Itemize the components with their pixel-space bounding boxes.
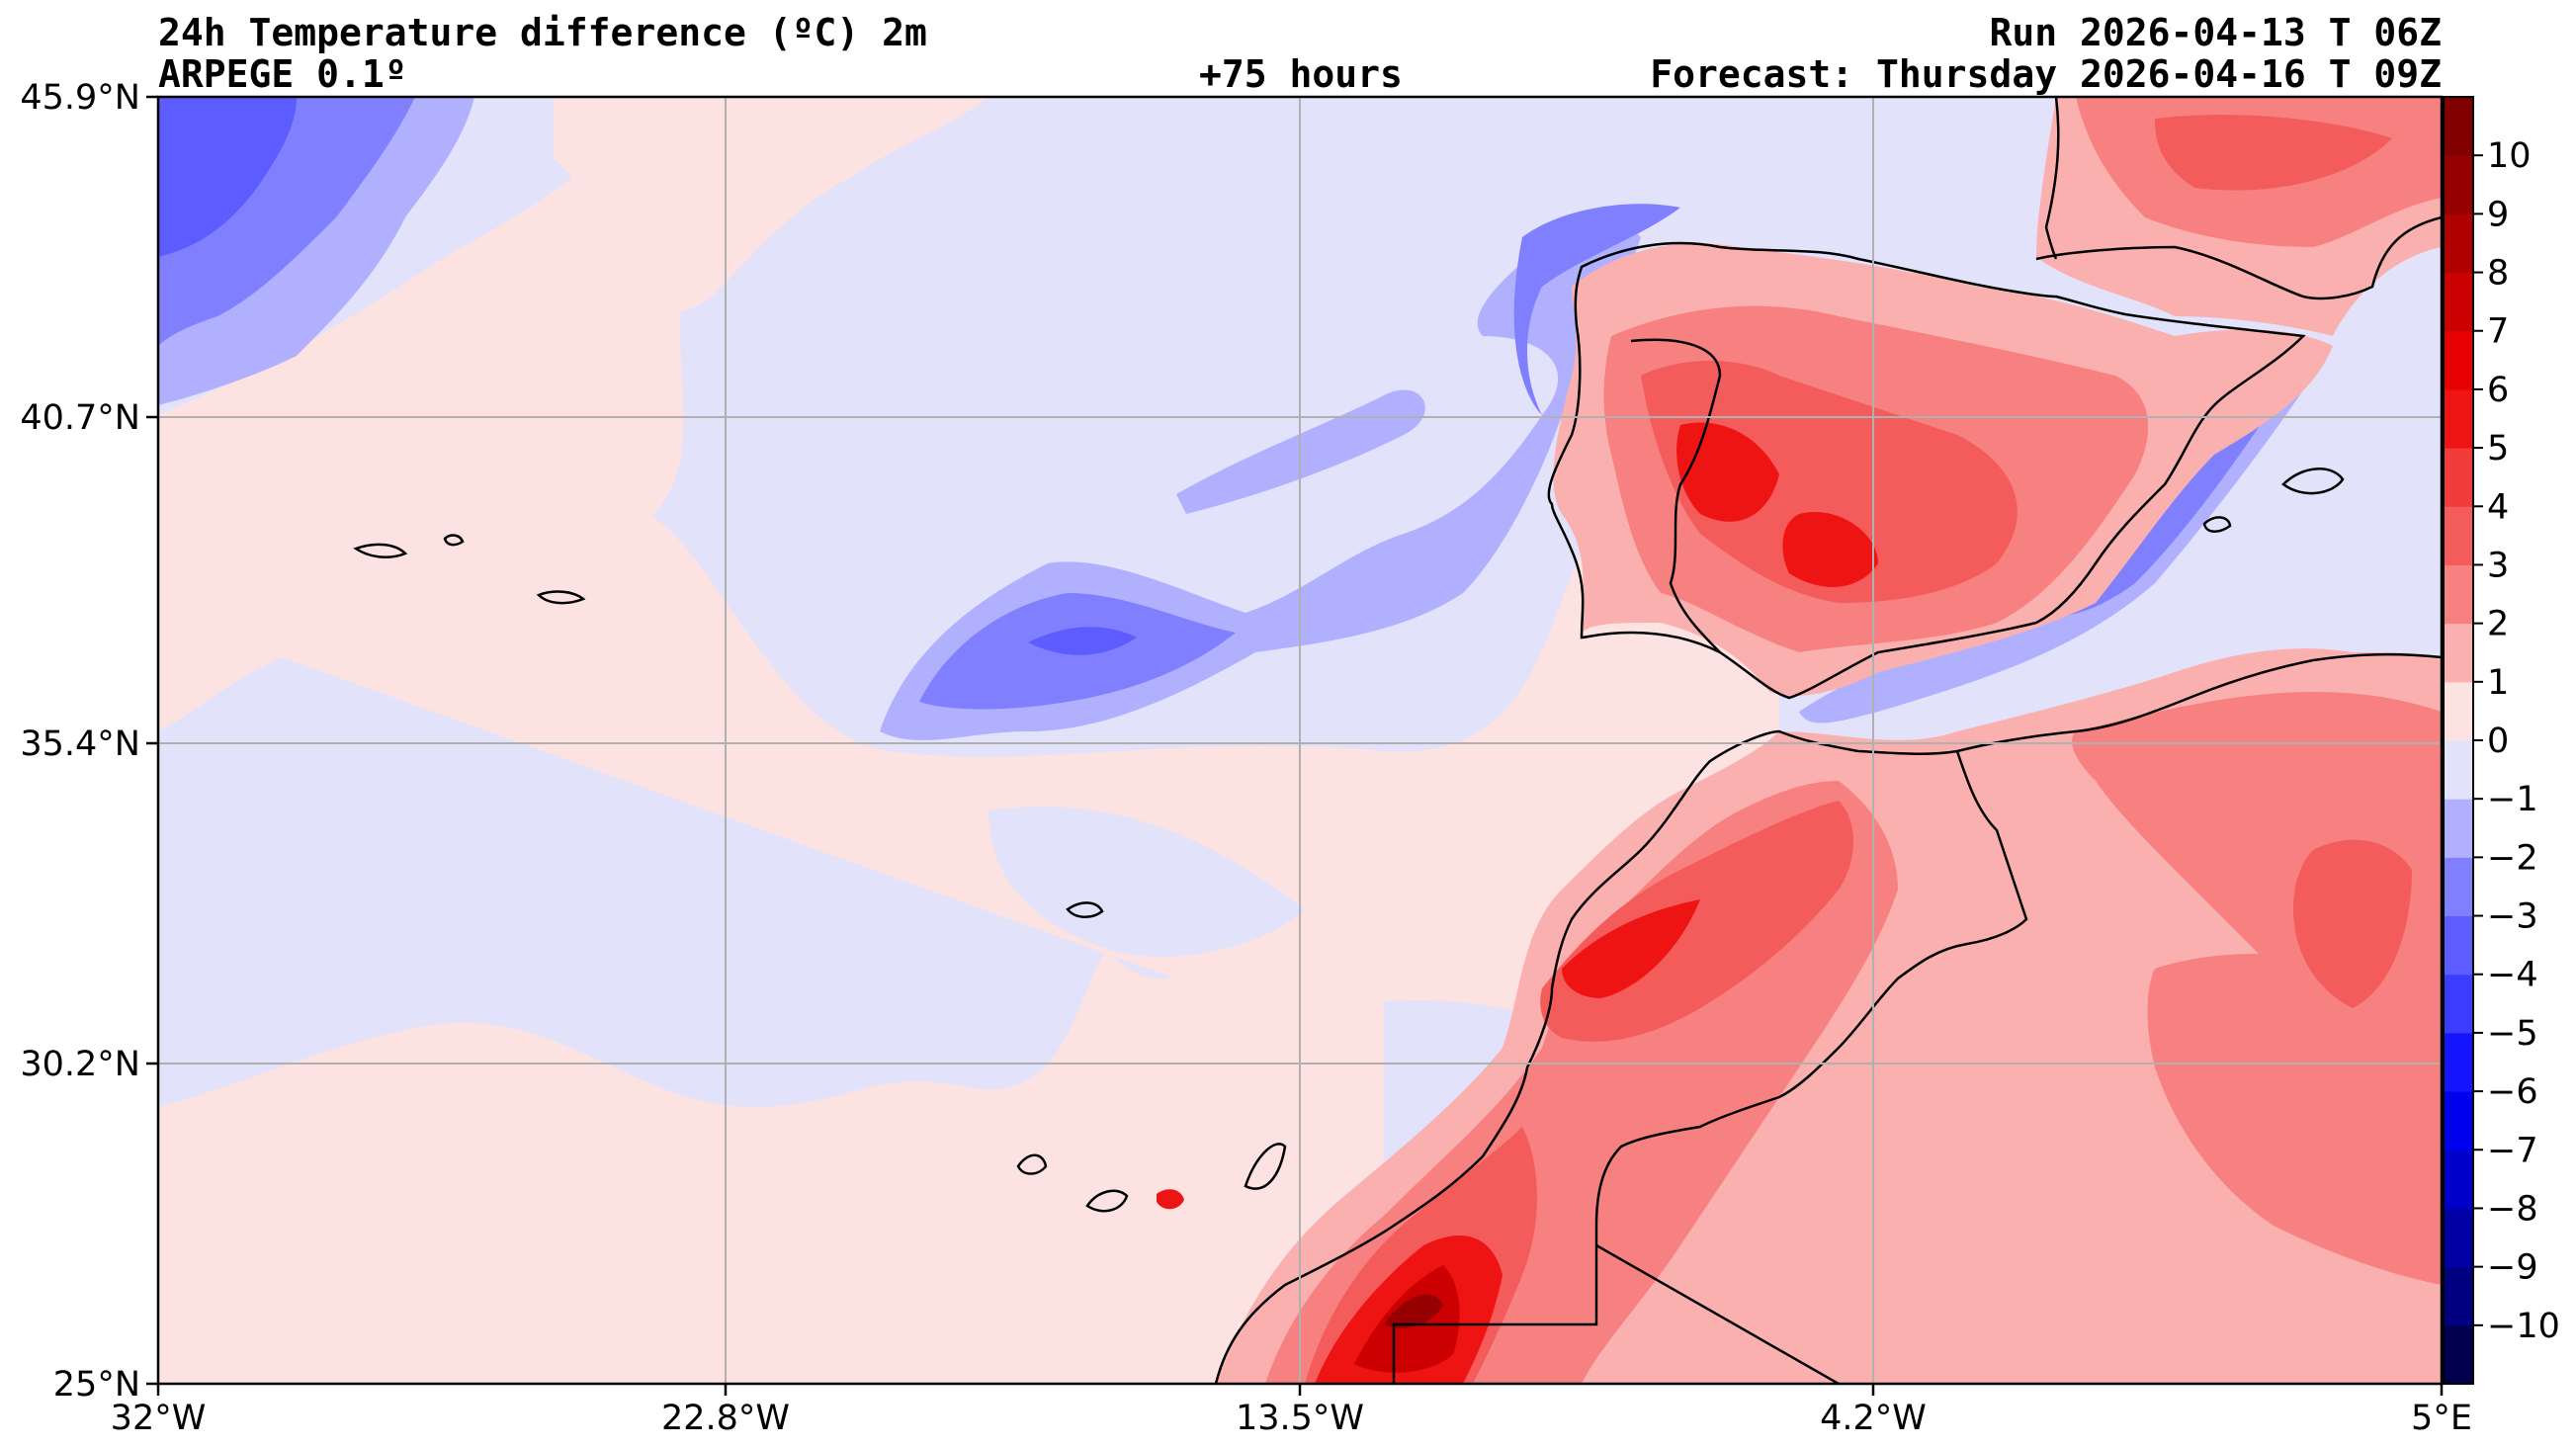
lat-label-35-4: 35.4°N <box>20 724 140 764</box>
colorbar-segment <box>2444 799 2473 858</box>
cold-blob-nw-3 <box>158 97 297 257</box>
colorbar-segment <box>2444 564 2473 625</box>
colorbar-segment <box>2444 740 2473 800</box>
lon-label-13-5w: 13.5°W <box>1236 1399 1364 1438</box>
colorbar <box>2443 96 2474 1385</box>
ocean-warm-west <box>158 97 771 731</box>
colorbar-segment <box>2444 388 2473 449</box>
colorbar-label: −9 <box>2487 1248 2538 1288</box>
coast-balearic <box>2202 468 2345 533</box>
iberia-warm-4 <box>1676 422 1779 522</box>
colorbar-label: −10 <box>2487 1307 2560 1346</box>
canary-warm <box>1157 1189 1184 1210</box>
colorbar-label: 7 <box>2487 312 2509 352</box>
border-portugal <box>1630 338 1722 653</box>
lon-label-5e: 5°E <box>2411 1399 2472 1438</box>
colorbar-segment <box>2444 915 2473 976</box>
graticule <box>158 97 2442 1384</box>
colorbar-label: −8 <box>2487 1189 2538 1229</box>
colorbar-segment <box>2444 857 2473 917</box>
ocean-cool-strip <box>988 807 1305 957</box>
coast-africa <box>1214 652 2442 1384</box>
colorbar-segment <box>2444 1150 2473 1209</box>
colorbar-label: −1 <box>2487 780 2538 819</box>
map-field <box>158 97 2442 1384</box>
colorbar-segment <box>2444 1324 2473 1385</box>
africa-warm-8 <box>1384 1294 1443 1328</box>
colorbar-label: −2 <box>2487 838 2538 878</box>
colorbar-segment <box>2444 97 2473 156</box>
colorbar-label: −3 <box>2487 897 2538 937</box>
lon-label-32w: 32°W <box>111 1399 207 1438</box>
colorbar-segment <box>2444 1032 2473 1092</box>
coast-canary-2 <box>1244 1143 1287 1190</box>
colorbar-label: −5 <box>2487 1014 2538 1054</box>
colorbar-label: −4 <box>2487 956 2538 995</box>
colorbar-segment <box>2444 1266 2473 1326</box>
lon-label-4-2w: 4.2°W <box>1820 1399 1927 1438</box>
lat-label-40-7: 40.7°N <box>20 398 140 438</box>
coast-azores-1 <box>536 590 586 605</box>
lat-label-30-2: 30.2°N <box>20 1045 140 1084</box>
colorbar-label: 9 <box>2487 195 2509 234</box>
forecast-time: Forecast: Thursday 2026-04-16 T 09Z <box>1650 52 2442 96</box>
lead-time: +75 hours <box>1199 52 1403 96</box>
colorbar-segment <box>2444 974 2473 1034</box>
colorbar-segment <box>2444 1091 2473 1150</box>
colorbar-segment <box>2444 448 2473 507</box>
coast-azores-3 <box>443 534 465 547</box>
colorbar-label: 3 <box>2487 546 2509 585</box>
model-name: ARPEGE 0.1º <box>158 52 407 96</box>
colorbar-label: 0 <box>2487 722 2509 761</box>
colorbar-segment <box>2444 213 2473 274</box>
cold-coast-north <box>1513 204 1680 415</box>
run-time: Run 2026-04-13 T 06Z <box>1989 11 2442 54</box>
lat-label-25: 25°N <box>53 1365 140 1405</box>
colorbar-label: 2 <box>2487 605 2509 644</box>
colorbar-label: 4 <box>2487 487 2509 527</box>
colorbar-segment <box>2444 155 2473 214</box>
colorbar-label: 1 <box>2487 663 2509 703</box>
france-warm-3 <box>2155 115 2392 191</box>
coast-france <box>2035 97 2442 300</box>
cold-band-3 <box>1028 627 1137 655</box>
tick-marks <box>146 95 2444 1396</box>
africa-warm-se <box>2147 954 2442 1285</box>
coast-azores-2 <box>353 543 408 558</box>
colorbar-label: −6 <box>2487 1072 2538 1112</box>
map-title: 24h Temperature difference (ºC) 2m <box>158 11 927 54</box>
coastlines <box>353 97 2442 1384</box>
coast-canary-1 <box>1085 1189 1129 1213</box>
lat-labels: 45.9°N 40.7°N 35.4°N 30.2°N 25°N <box>20 78 140 1405</box>
lon-label-22-8w: 22.8°W <box>661 1399 790 1438</box>
border-south <box>1595 1243 1840 1384</box>
colorbar-segment <box>2444 1208 2473 1268</box>
colorbar-label: 5 <box>2487 429 2509 468</box>
iberia-warm-3 <box>1641 361 2018 603</box>
lat-label-45-9: 45.9°N <box>20 78 140 118</box>
colorbar-label: 10 <box>2487 136 2532 176</box>
colorbar-label: −7 <box>2487 1131 2538 1170</box>
colorbar-segment <box>2444 506 2473 565</box>
border-morocco-algeria <box>1392 750 2028 1384</box>
colorbar-segment <box>2444 681 2473 741</box>
africa-warm-4 <box>1562 899 1700 998</box>
colorbar-label: 6 <box>2487 371 2509 410</box>
coast-canary-3 <box>1016 1153 1048 1175</box>
coast-madeira <box>1066 901 1104 918</box>
colorbar-segment <box>2444 330 2473 390</box>
colorbar-segment <box>2444 623 2473 683</box>
colorbar-label: 8 <box>2487 254 2509 294</box>
lon-labels: 32°W 22.8°W 13.5°W 4.2°W 5°E <box>111 1399 2472 1438</box>
coast-iberia <box>1547 241 2306 700</box>
colorbar-segment <box>2444 272 2473 332</box>
iberia-warm-5 <box>1782 512 1878 587</box>
africa-warm-se-2 <box>2293 839 2412 1008</box>
ocean-warm-north <box>554 97 988 314</box>
